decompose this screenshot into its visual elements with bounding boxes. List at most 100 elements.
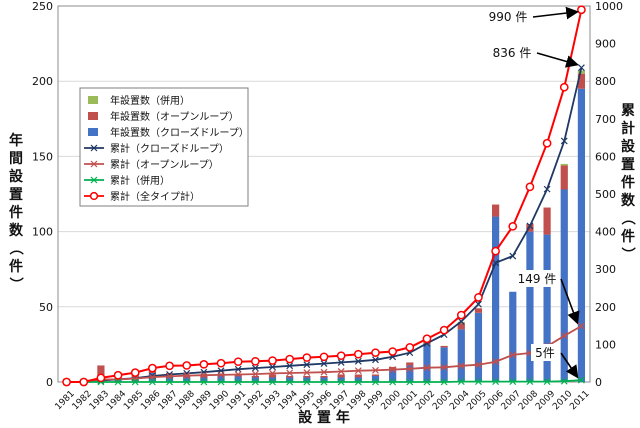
point-1-2000 <box>389 366 397 374</box>
point-2-1985 <box>131 378 139 386</box>
annotation-3: 5件 <box>535 346 555 360</box>
point-1-1998 <box>354 367 362 375</box>
svg-text:数: 数 <box>621 192 636 209</box>
point-2-1992 <box>251 378 259 386</box>
legend-item-1: 年設置数（オープンループ） <box>88 110 239 123</box>
svg-text:件: 件 <box>621 174 635 191</box>
point-3-1985 <box>130 368 140 377</box>
point-2-1988 <box>183 378 191 386</box>
point-1-2006 <box>492 358 500 366</box>
point-1-1996 <box>320 368 328 376</box>
y-right-tick-900: 900 <box>595 38 616 51</box>
point-3-1983 <box>96 373 106 383</box>
point-0-2005 <box>475 300 482 308</box>
svg-text:年設置数（オープンループ）: 年設置数（オープンループ） <box>110 110 239 123</box>
point-0-1993 <box>269 363 276 371</box>
point-2-2002 <box>423 378 431 386</box>
point-0-1995 <box>303 361 311 369</box>
point-0-2007 <box>509 252 517 260</box>
bar-0-1998 <box>354 377 362 382</box>
point-3-1994 <box>285 354 295 364</box>
point-1-1999 <box>372 366 379 374</box>
point-3-1993 <box>268 356 277 365</box>
annotation-0: 990 件 <box>489 10 528 24</box>
point-3-1999 <box>371 348 380 358</box>
point-2-2011 <box>577 376 585 384</box>
svg-text:設: 設 <box>621 138 636 155</box>
svg-text:）: ） <box>7 277 23 291</box>
point-2-1999 <box>372 378 379 386</box>
point-0-2008 <box>526 222 534 230</box>
annotation-bg-1 <box>489 44 535 61</box>
point-2-2010 <box>560 377 568 385</box>
bar-1-2008 <box>526 224 534 232</box>
bar-0-2011 <box>577 88 586 382</box>
point-3-2000 <box>388 347 397 356</box>
y-right-tick-400: 400 <box>595 226 616 239</box>
y-right-tick-800: 800 <box>595 75 616 88</box>
y-right-tick-600: 600 <box>595 150 616 163</box>
point-1-1992 <box>251 370 259 378</box>
point-1-2001 <box>406 365 414 373</box>
point-3-1989 <box>199 359 209 369</box>
bar-0-2004 <box>457 329 465 382</box>
point-0-1998 <box>354 357 362 365</box>
point-1-2005 <box>475 361 482 369</box>
point-0-1997 <box>337 359 345 366</box>
bar-1-1999 <box>371 374 380 376</box>
svg-text:年設置数（クローズドループ）: 年設置数（クローズドループ） <box>110 126 249 139</box>
annotation-arrow-2 <box>560 278 580 325</box>
bar-1-1993 <box>268 374 277 378</box>
bar-1-1994 <box>286 375 294 378</box>
point-2-1990 <box>217 378 225 386</box>
point-3-1992 <box>251 356 260 366</box>
annotation-2: 149 件 <box>518 272 557 286</box>
point-3-2011 <box>577 5 586 15</box>
point-3-1997 <box>336 351 346 361</box>
bar-1-1996 <box>320 375 328 378</box>
y-right-tick-300: 300 <box>595 263 616 276</box>
svg-text:）: ） <box>619 247 635 261</box>
point-2-1996 <box>320 378 328 386</box>
svg-text:累計（全タイプ計）: 累計（全タイプ計） <box>110 190 200 203</box>
bar-0-1995 <box>303 377 311 382</box>
y-left-tick-250: 250 <box>32 0 53 13</box>
svg-text:計: 計 <box>621 120 635 137</box>
bar-1-1995 <box>303 375 311 378</box>
point-1-1987 <box>166 372 173 380</box>
annotation-arrow-0 <box>532 6 580 20</box>
y-left-tick-200: 200 <box>32 75 53 88</box>
point-0-1999 <box>372 356 379 364</box>
point-3-1998 <box>353 349 363 359</box>
point-3-2004 <box>456 310 466 320</box>
y-right-tick-500: 500 <box>595 188 616 201</box>
bar-1-2011 <box>577 73 586 89</box>
point-0-1994 <box>286 362 294 370</box>
bar-0-2009 <box>543 234 551 382</box>
point-2-2008 <box>526 378 534 386</box>
svg-text:設: 設 <box>9 168 24 185</box>
svg-text:累計（併用）: 累計（併用） <box>110 174 170 187</box>
point-0-2010 <box>560 137 568 145</box>
bar-1-2004 <box>457 323 465 330</box>
point-0-2009 <box>543 185 551 193</box>
annotation-1: 836 件 <box>493 46 532 60</box>
svg-text:年: 年 <box>9 132 23 149</box>
point-3-1982 <box>79 377 89 387</box>
bar-0-2006 <box>492 216 500 382</box>
x-axis-title: 設 置 年 <box>298 409 350 426</box>
legend-item-4: 累計（オープンループ） <box>84 158 219 171</box>
bar-1-2001 <box>406 362 414 366</box>
point-3-1986 <box>148 363 157 373</box>
legend-item-5: 累計（併用） <box>84 174 170 187</box>
bar-0-1994 <box>286 377 294 382</box>
y-left-tick-0: 0 <box>46 376 53 389</box>
bar-0-1988 <box>183 377 191 382</box>
bar-0-1992 <box>251 377 259 382</box>
point-2-1989 <box>200 378 208 386</box>
point-2-2005 <box>475 378 482 386</box>
point-3-2010 <box>559 82 569 92</box>
bar-0-1991 <box>234 375 242 382</box>
